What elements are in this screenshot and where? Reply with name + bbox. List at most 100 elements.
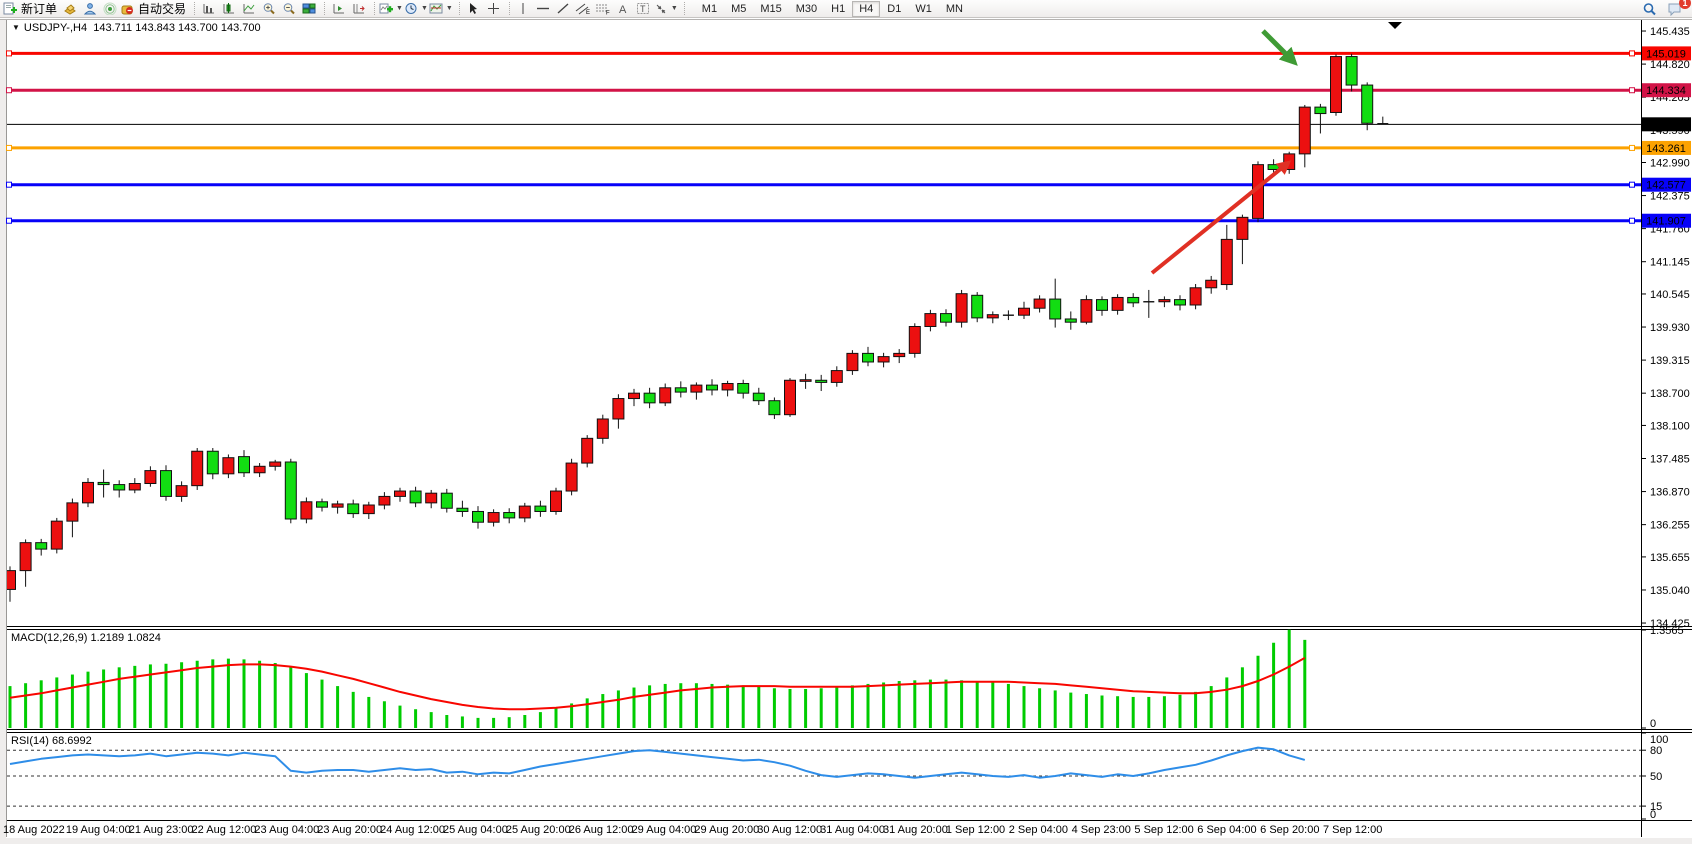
candle: [534, 505, 547, 512]
horizontal-line-button[interactable]: [534, 1, 553, 17]
price-tick-label: 136.870: [1650, 487, 1690, 499]
timeframe-button-h1[interactable]: H1: [831, 2, 846, 15]
bar-chart-button[interactable]: [199, 1, 218, 17]
arrows-button[interactable]: ▼: [654, 1, 678, 17]
text-button[interactable]: A: [614, 1, 633, 17]
price-tick-label: 139.930: [1650, 322, 1690, 334]
timeframe-button-mn[interactable]: MN: [945, 2, 963, 15]
line-handle[interactable]: [1629, 144, 1635, 151]
chart-shift-button[interactable]: [349, 1, 368, 17]
timeframe-button-m30[interactable]: M30: [795, 2, 818, 15]
candlestick-chart-button[interactable]: [219, 1, 238, 17]
candle: [1158, 299, 1171, 303]
candle: [472, 510, 484, 523]
line-handle[interactable]: [6, 87, 12, 94]
crosshair-button[interactable]: [484, 1, 503, 17]
candle: [269, 461, 282, 467]
candle: [940, 313, 952, 323]
rsi-tick-label: 15: [1650, 801, 1662, 813]
zoom-in-button[interactable]: [259, 1, 278, 17]
time-label: 19 Aug 04:00: [66, 824, 131, 836]
new-order-label: 新订单: [21, 2, 58, 16]
symbol-dropdown-icon[interactable]: ▼: [12, 23, 20, 32]
clock-icon: [405, 3, 417, 14]
equidistant-channel-button[interactable]: E: [574, 1, 593, 17]
timeframe-button-m5[interactable]: M5: [731, 2, 747, 15]
candle: [784, 379, 796, 416]
search-button[interactable]: [1640, 1, 1659, 17]
zoom-out-button[interactable]: [279, 1, 298, 17]
timeframe-button-w1[interactable]: W1: [915, 2, 932, 15]
candle: [565, 462, 578, 492]
timeframe-button-m1[interactable]: M1: [701, 2, 718, 15]
line-handle[interactable]: [6, 181, 12, 188]
chart-canvas[interactable]: 145.435144.820144.205143.590142.990142.3…: [0, 18, 1692, 844]
line-handle[interactable]: [6, 144, 12, 151]
candle: [659, 387, 672, 404]
time-label: 23 Aug 04:00: [254, 824, 319, 836]
line-handle[interactable]: [1629, 217, 1635, 224]
line-handle[interactable]: [1629, 181, 1635, 188]
candle: [66, 502, 79, 522]
channel-icon: E: [576, 3, 590, 15]
time-label: 30 Aug 12:00: [757, 824, 822, 836]
chart-symbol-period: USDJPY-,H4: [23, 22, 88, 34]
notifications-button[interactable]: 1: [1665, 0, 1691, 17]
macd-indicator-label: MACD(12,26,9) 1.2189 1.0824: [11, 632, 161, 644]
line-handle[interactable]: [6, 50, 12, 57]
candle: [1127, 296, 1140, 304]
templates-button[interactable]: ▼: [429, 1, 453, 17]
chart-title[interactable]: ▼ USDJPY-,H4 143.711 143.843 143.700 143.…: [12, 22, 261, 34]
time-label: 31 Aug 04:00: [820, 824, 885, 836]
red-up-arrow[interactable]: [1150, 160, 1292, 275]
line-handle[interactable]: [1629, 50, 1635, 57]
toolbar-separator: [190, 2, 196, 15]
signal-icon: [103, 2, 117, 15]
time-label: 1 Sep 12:00: [946, 824, 1005, 836]
timeframe-button-m15[interactable]: M15: [760, 2, 782, 15]
candle: [830, 370, 843, 383]
vertical-line-button[interactable]: [514, 1, 533, 17]
text-label-button[interactable]: T: [634, 1, 653, 17]
timeframe-button-h4[interactable]: H4: [852, 0, 881, 17]
line-chart-button[interactable]: [239, 1, 258, 17]
time-label: 26 Aug 12:00: [569, 824, 634, 836]
fibonacci-button[interactable]: F: [594, 1, 613, 17]
candle: [1314, 106, 1327, 115]
price-tick-label: 134.425: [1650, 618, 1690, 630]
candle: [877, 356, 890, 363]
line-handle[interactable]: [6, 217, 12, 224]
cursor-button[interactable]: [464, 1, 483, 17]
candle: [518, 505, 531, 519]
candle: [955, 293, 968, 323]
price-tick-label: 142.990: [1650, 157, 1690, 169]
chevron-down-icon: ▼: [420, 5, 428, 12]
vertical-line-icon: [522, 3, 524, 14]
signals-button[interactable]: [100, 1, 119, 17]
periods-button[interactable]: ▼: [404, 1, 428, 17]
horizontal-line-icon: [537, 7, 550, 10]
auto-trading-button[interactable]: 自动交易: [120, 1, 188, 17]
chart-window[interactable]: 145.435144.820144.205143.590142.990142.3…: [0, 18, 1692, 844]
tile-windows-button[interactable]: [299, 1, 318, 17]
auto-scroll-button[interactable]: [329, 1, 348, 17]
candle: [253, 465, 266, 474]
green-down-arrow[interactable]: [1261, 29, 1298, 66]
top-marker-triangle[interactable]: [1388, 22, 1402, 29]
chevron-down-icon: ▼: [445, 5, 453, 12]
trendline-icon: [557, 3, 569, 14]
price-tick-label: 139.315: [1650, 355, 1690, 367]
trendline-button[interactable]: [554, 1, 573, 17]
time-label: 2 Sep 04:00: [1009, 824, 1068, 836]
macd-signal-line: [9, 657, 1306, 711]
timeframe-button-d1[interactable]: D1: [887, 2, 902, 15]
time-label: 31 Aug 20:00: [883, 824, 948, 836]
price-badge: [1642, 117, 1691, 132]
new-chart-button[interactable]: ▼: [379, 1, 403, 17]
profile-button[interactable]: [80, 1, 99, 17]
gold-bars-icon: [63, 4, 76, 15]
line-handle[interactable]: [1629, 87, 1635, 94]
charts-gold-button[interactable]: [60, 1, 79, 17]
new-order-button[interactable]: 新订单: [3, 1, 59, 17]
time-label: 22 Aug 12:00: [192, 824, 257, 836]
